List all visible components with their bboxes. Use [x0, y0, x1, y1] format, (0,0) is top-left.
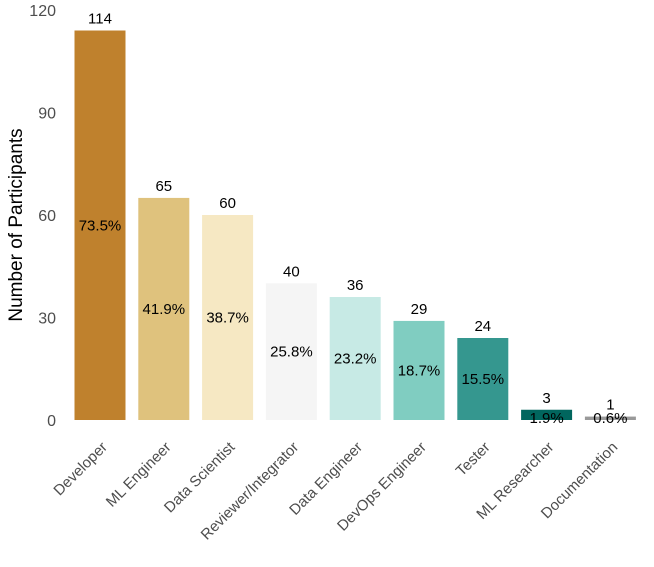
y-axis-ticks: 0 30 60 90 120	[29, 3, 56, 430]
value-labels: 114 65 60 40 36 29 24 3 1	[88, 11, 615, 414]
x-tick-label: Tester	[453, 439, 494, 480]
bar-value-label: 29	[411, 301, 428, 318]
y-axis-title: Number of Participants	[6, 128, 27, 321]
bar	[74, 30, 126, 420]
bar	[521, 409, 573, 420]
bar-percent-label: 0.6%	[593, 410, 627, 427]
bar-value-label: 40	[283, 263, 300, 280]
bar	[329, 297, 381, 420]
bar-value-label: 1	[606, 397, 614, 414]
y-tick-label: 30	[38, 311, 56, 328]
y-tick-label: 120	[29, 3, 56, 20]
bar-value-label: 36	[347, 277, 364, 294]
bar	[265, 283, 317, 420]
bar	[393, 320, 445, 420]
y-tick-label: 0	[47, 413, 56, 430]
bars	[74, 30, 636, 420]
x-tick-label: Developer	[50, 439, 110, 499]
bar-value-label: 114	[88, 11, 112, 28]
bar-value-label: 24	[474, 318, 491, 335]
y-tick-label: 60	[38, 208, 56, 225]
bar-percent-label: 1.9%	[529, 410, 563, 427]
bar	[584, 416, 636, 420]
bar-percent-label: 23.2%	[334, 351, 377, 368]
bar-value-label: 65	[155, 178, 172, 195]
bar-percent-label: 25.8%	[270, 344, 313, 361]
x-tick-label: ML Engineer	[103, 439, 175, 511]
bar-percent-label: 38.7%	[206, 310, 249, 327]
bar	[138, 197, 190, 420]
bar	[202, 215, 254, 420]
bar-value-label: 60	[219, 195, 236, 212]
bar-percent-label: 73.5%	[79, 217, 122, 234]
bar-percent-label: 18.7%	[398, 362, 441, 379]
bar-percent-label: 15.5%	[462, 371, 505, 388]
bar-percent-label: 41.9%	[143, 301, 186, 318]
y-tick-label: 90	[38, 106, 56, 123]
bar	[457, 338, 509, 420]
bar-value-label: 3	[542, 390, 550, 407]
percent-labels: 73.5% 41.9% 38.7% 25.8% 23.2% 18.7% 15.5% 1.9% 0…	[79, 217, 628, 427]
